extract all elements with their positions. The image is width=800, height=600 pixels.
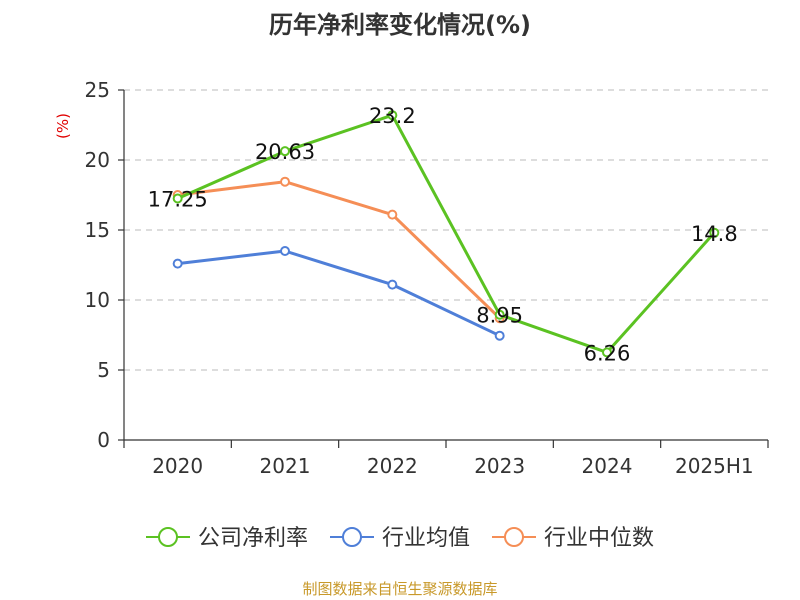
legend-swatch-marker: [504, 527, 524, 547]
legend-item: 行业均值: [330, 526, 470, 551]
x-tick-label: 2025H1: [675, 454, 754, 478]
data-point: [494, 330, 505, 341]
y-tick-label: 5: [97, 358, 110, 382]
data-point: [494, 309, 505, 320]
y-tick-label: 10: [85, 288, 110, 312]
data-point: [709, 227, 720, 238]
legend-item: 行业中位数: [492, 526, 654, 551]
data-label: 14.8: [691, 222, 738, 246]
y-tick-label: 0: [97, 428, 110, 452]
legend-label: 公司净利率: [198, 526, 308, 551]
y-tick-label: 15: [85, 218, 110, 242]
data-label: 6.26: [584, 341, 631, 365]
data-labels: 17.25 20.63 23.2 8.95 6.26 14.8: [148, 104, 738, 365]
data-point: [280, 246, 290, 256]
data-label: 23.2: [369, 104, 416, 128]
data-point: [172, 258, 183, 269]
axes: 0 5 10 15 20 25 2020 2021 2022 2023 2024 2025H1: [85, 78, 769, 478]
chart-title: 历年净利率变化情况(%): [269, 11, 531, 39]
data-point: [602, 347, 612, 358]
data-point: [280, 176, 290, 187]
x-tick-label: 2024: [582, 454, 633, 478]
x-tick-label: 2022: [367, 454, 418, 478]
series-line: [176, 180, 502, 320]
legend-swatch-marker: [158, 527, 178, 547]
data-point: [387, 110, 398, 121]
y-tick-label: 20: [85, 148, 110, 172]
legend-label: 行业中位数: [544, 526, 654, 551]
data-point: [172, 193, 183, 204]
data-point: [280, 146, 290, 157]
legend-label: 行业均值: [382, 526, 470, 551]
source-note: 制图数据来自恒生聚源数据库: [302, 580, 497, 598]
grid: [124, 89, 768, 371]
series-line: [176, 113, 716, 354]
data-point: [387, 209, 398, 220]
legend-swatch-marker: [342, 527, 362, 547]
y-tick-label: 25: [85, 78, 110, 102]
series-line: [176, 249, 502, 338]
y-axis-unit: (%): [54, 113, 72, 139]
series-lines: [172, 110, 720, 358]
x-tick-label: 2020: [152, 454, 203, 478]
data-label: 17.25: [148, 188, 208, 212]
legend-item: 公司净利率: [146, 526, 308, 551]
data-point: [387, 279, 398, 290]
data-label: 20.63: [255, 140, 315, 164]
x-tick-label: 2023: [474, 454, 525, 478]
data-label: 8.95: [476, 304, 523, 328]
x-tick-label: 2021: [260, 454, 311, 478]
legend: 公司净利率 行业均值 行业中位数: [146, 526, 654, 551]
